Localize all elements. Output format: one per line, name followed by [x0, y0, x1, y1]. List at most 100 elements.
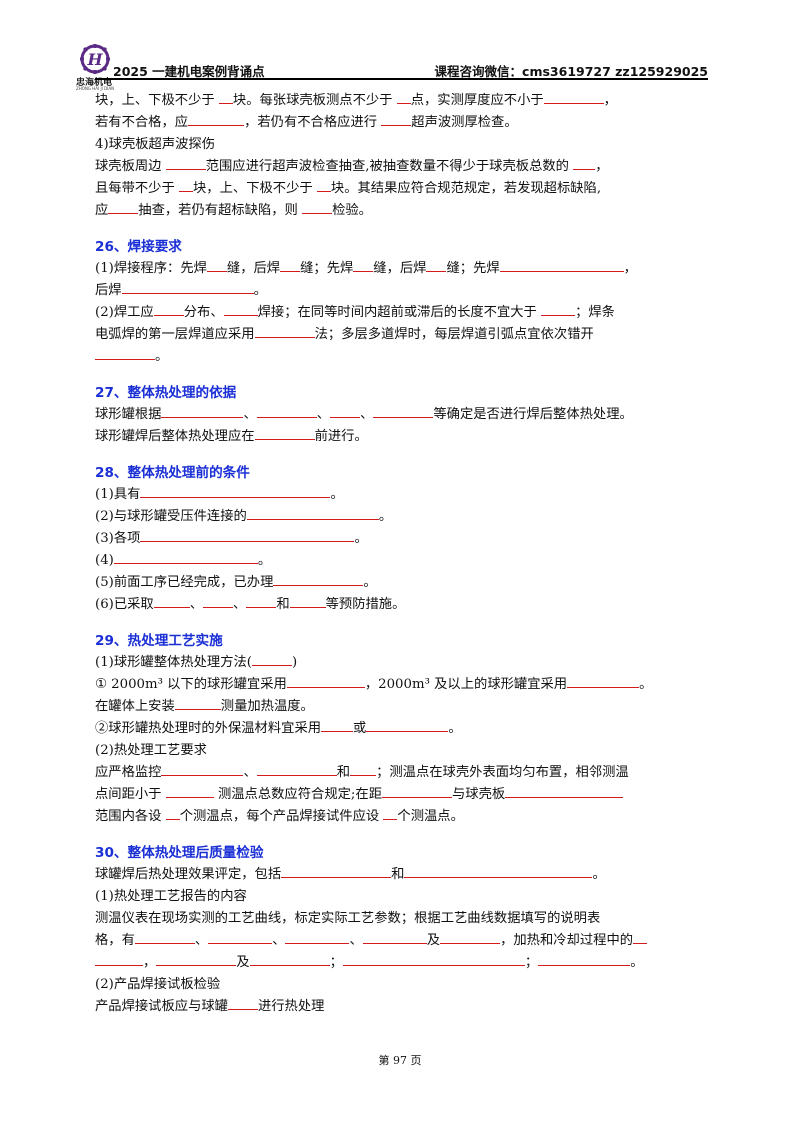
logo-text: 忠海机电	[76, 78, 113, 88]
blank	[396, 90, 411, 104]
text-line: 。	[95, 346, 709, 368]
text-line: (2)焊工应 分布、 焊接；在同等时间内超前或滞后的长度不宜大于 ；焊条	[95, 302, 709, 324]
blank	[121, 280, 254, 294]
text-line: (2)热处理工艺要求	[95, 743, 207, 758]
blank	[174, 696, 221, 710]
blank	[140, 528, 355, 542]
text-line: 球形罐根据、、、等确定是否进行焊后整体热处理。	[95, 404, 709, 426]
blank	[134, 930, 195, 944]
text-line: 块，上、下极不少于 块。每张球壳板测点不少于 点，实测厚度应不小于，	[95, 90, 709, 112]
blank	[246, 506, 379, 520]
blank	[567, 674, 640, 688]
header-title: 2025 一建机电案例背诵点	[113, 64, 265, 79]
text-line: ②球形罐热处理时的外保温材料宜采用或。	[95, 718, 709, 740]
text-line: (5)前面工序已经完成，已办理。	[95, 572, 709, 594]
header-divider	[95, 78, 708, 80]
section-heading-29: 29、热处理工艺实施	[95, 633, 223, 649]
text-line: (3)各项。	[95, 528, 709, 550]
blank	[285, 930, 350, 944]
blank	[256, 404, 317, 418]
blank	[218, 90, 233, 104]
blank	[362, 930, 427, 944]
blank	[281, 864, 392, 878]
blank	[227, 996, 258, 1010]
blank	[541, 302, 576, 316]
section-heading-28: 28、整体热处理前的条件	[95, 465, 250, 481]
blank	[153, 594, 190, 608]
blank	[254, 324, 315, 338]
text-line: (4)。	[95, 550, 709, 572]
blank	[350, 762, 377, 776]
text-line: 若有不合格，应 ，若仍有不合格应进行 超声波测厚检查。	[95, 112, 709, 134]
blank	[302, 200, 333, 214]
blank	[249, 952, 330, 966]
header-contact: 课程咨询微信：cms3619727 zz125929025	[434, 64, 708, 79]
blank	[280, 258, 301, 272]
text-line: (2)与球形罐受压件连接的。	[95, 506, 709, 528]
blank	[95, 952, 143, 966]
text-line: 球罐焊后热处理效果评定，包括和。	[95, 864, 709, 886]
company-logo-icon: H	[80, 44, 110, 74]
text-line: 应抽查，若仍有超标缺陷，则 检验。	[95, 200, 709, 222]
svg-text:H: H	[86, 50, 103, 69]
section-heading-26: 26、焊接要求	[95, 239, 182, 255]
text-line: 且每带不少于 块，上、下极不少于 块。其结果应符合规范规定，若发现超标缺陷,	[95, 178, 709, 200]
text-line: ，及；；。	[95, 952, 709, 974]
blank	[165, 784, 214, 798]
blank	[404, 864, 593, 878]
blank	[538, 952, 631, 966]
blank	[286, 674, 365, 688]
blank	[203, 594, 234, 608]
blank	[382, 784, 452, 798]
blank	[381, 112, 412, 126]
logo-subtext: ZHONG HAI JI DIAN	[76, 86, 115, 91]
section-heading-27: 27、整体热处理的依据	[95, 385, 237, 401]
text-line: 在罐体上安装 测量加热温度。	[95, 696, 709, 718]
blank	[505, 784, 624, 798]
page-content: 块，上、下极不少于 块。每张球壳板测点不少于 点，实测厚度应不小于， 若有不合格…	[95, 90, 709, 1018]
blank	[543, 90, 604, 104]
blank	[440, 930, 501, 944]
text-line: 测温仪表在现场实测的工艺曲线，标定实际工艺参数；根据工艺曲线数据填写的说明表	[95, 911, 601, 926]
text-line: (2)产品焊接试板检验	[95, 977, 221, 992]
blank	[156, 952, 237, 966]
blank	[165, 806, 180, 820]
blank	[165, 156, 206, 170]
blank	[353, 258, 374, 272]
text-line: 点间距小于 测温点总数应符合规定;在距 与球壳板	[95, 784, 709, 806]
text-line: 电弧焊的第一层焊道应采用 法；多层多道焊时，每层焊道引弧点宜依次错开	[95, 324, 709, 346]
blank	[161, 762, 244, 776]
blank	[95, 346, 155, 360]
blank	[373, 404, 434, 418]
blank	[426, 258, 447, 272]
blank	[499, 258, 624, 272]
blank	[153, 302, 184, 316]
page-number: 第 97 页	[378, 1054, 422, 1067]
blank	[366, 718, 449, 732]
text-line: (1)具有。	[95, 484, 709, 506]
text-line: (1)焊接程序：先焊 缝，后焊 缝；先焊 缝，后焊 缝；先焊，	[95, 258, 709, 280]
blank	[633, 930, 648, 944]
text-line: 球形罐焊后整体热处理应在 前进行。	[95, 426, 709, 448]
text-line: 范围内各设 个测温点，每个产品焊接试件应设 个测温点。	[95, 806, 709, 828]
blank	[273, 572, 364, 586]
text-line: 产品焊接试板应与球罐 进行热处理	[95, 996, 709, 1018]
text-line: 后焊。	[95, 280, 709, 302]
text-line: (1)热处理工艺报告的内容	[95, 889, 247, 904]
blank	[188, 112, 245, 126]
text-line: (1)球形罐整体热处理方法()	[95, 652, 709, 674]
blank	[140, 484, 331, 498]
blank	[223, 302, 258, 316]
blank	[330, 404, 361, 418]
blank	[108, 200, 139, 214]
blank	[246, 594, 277, 608]
blank	[383, 806, 398, 820]
text-line: 球壳板周边 范围应进行超声波检查抽查,被抽查数量不得少于球壳板总数的 ，	[95, 156, 709, 178]
blank	[254, 426, 315, 440]
text-line: 应严格监控、和；测温点在球壳外表面均匀布置，相邻测温	[95, 762, 709, 784]
page-header: H 忠海机电 ZHONG HAI JI DIAN 2025 一建机电案例背诵点 …	[76, 44, 708, 91]
blank	[256, 762, 337, 776]
section-heading-30: 30、整体热处理后质量检验	[95, 845, 264, 861]
blank	[321, 718, 354, 732]
text-line: 格，有、、、及，加热和冷却过程中的	[95, 930, 709, 952]
